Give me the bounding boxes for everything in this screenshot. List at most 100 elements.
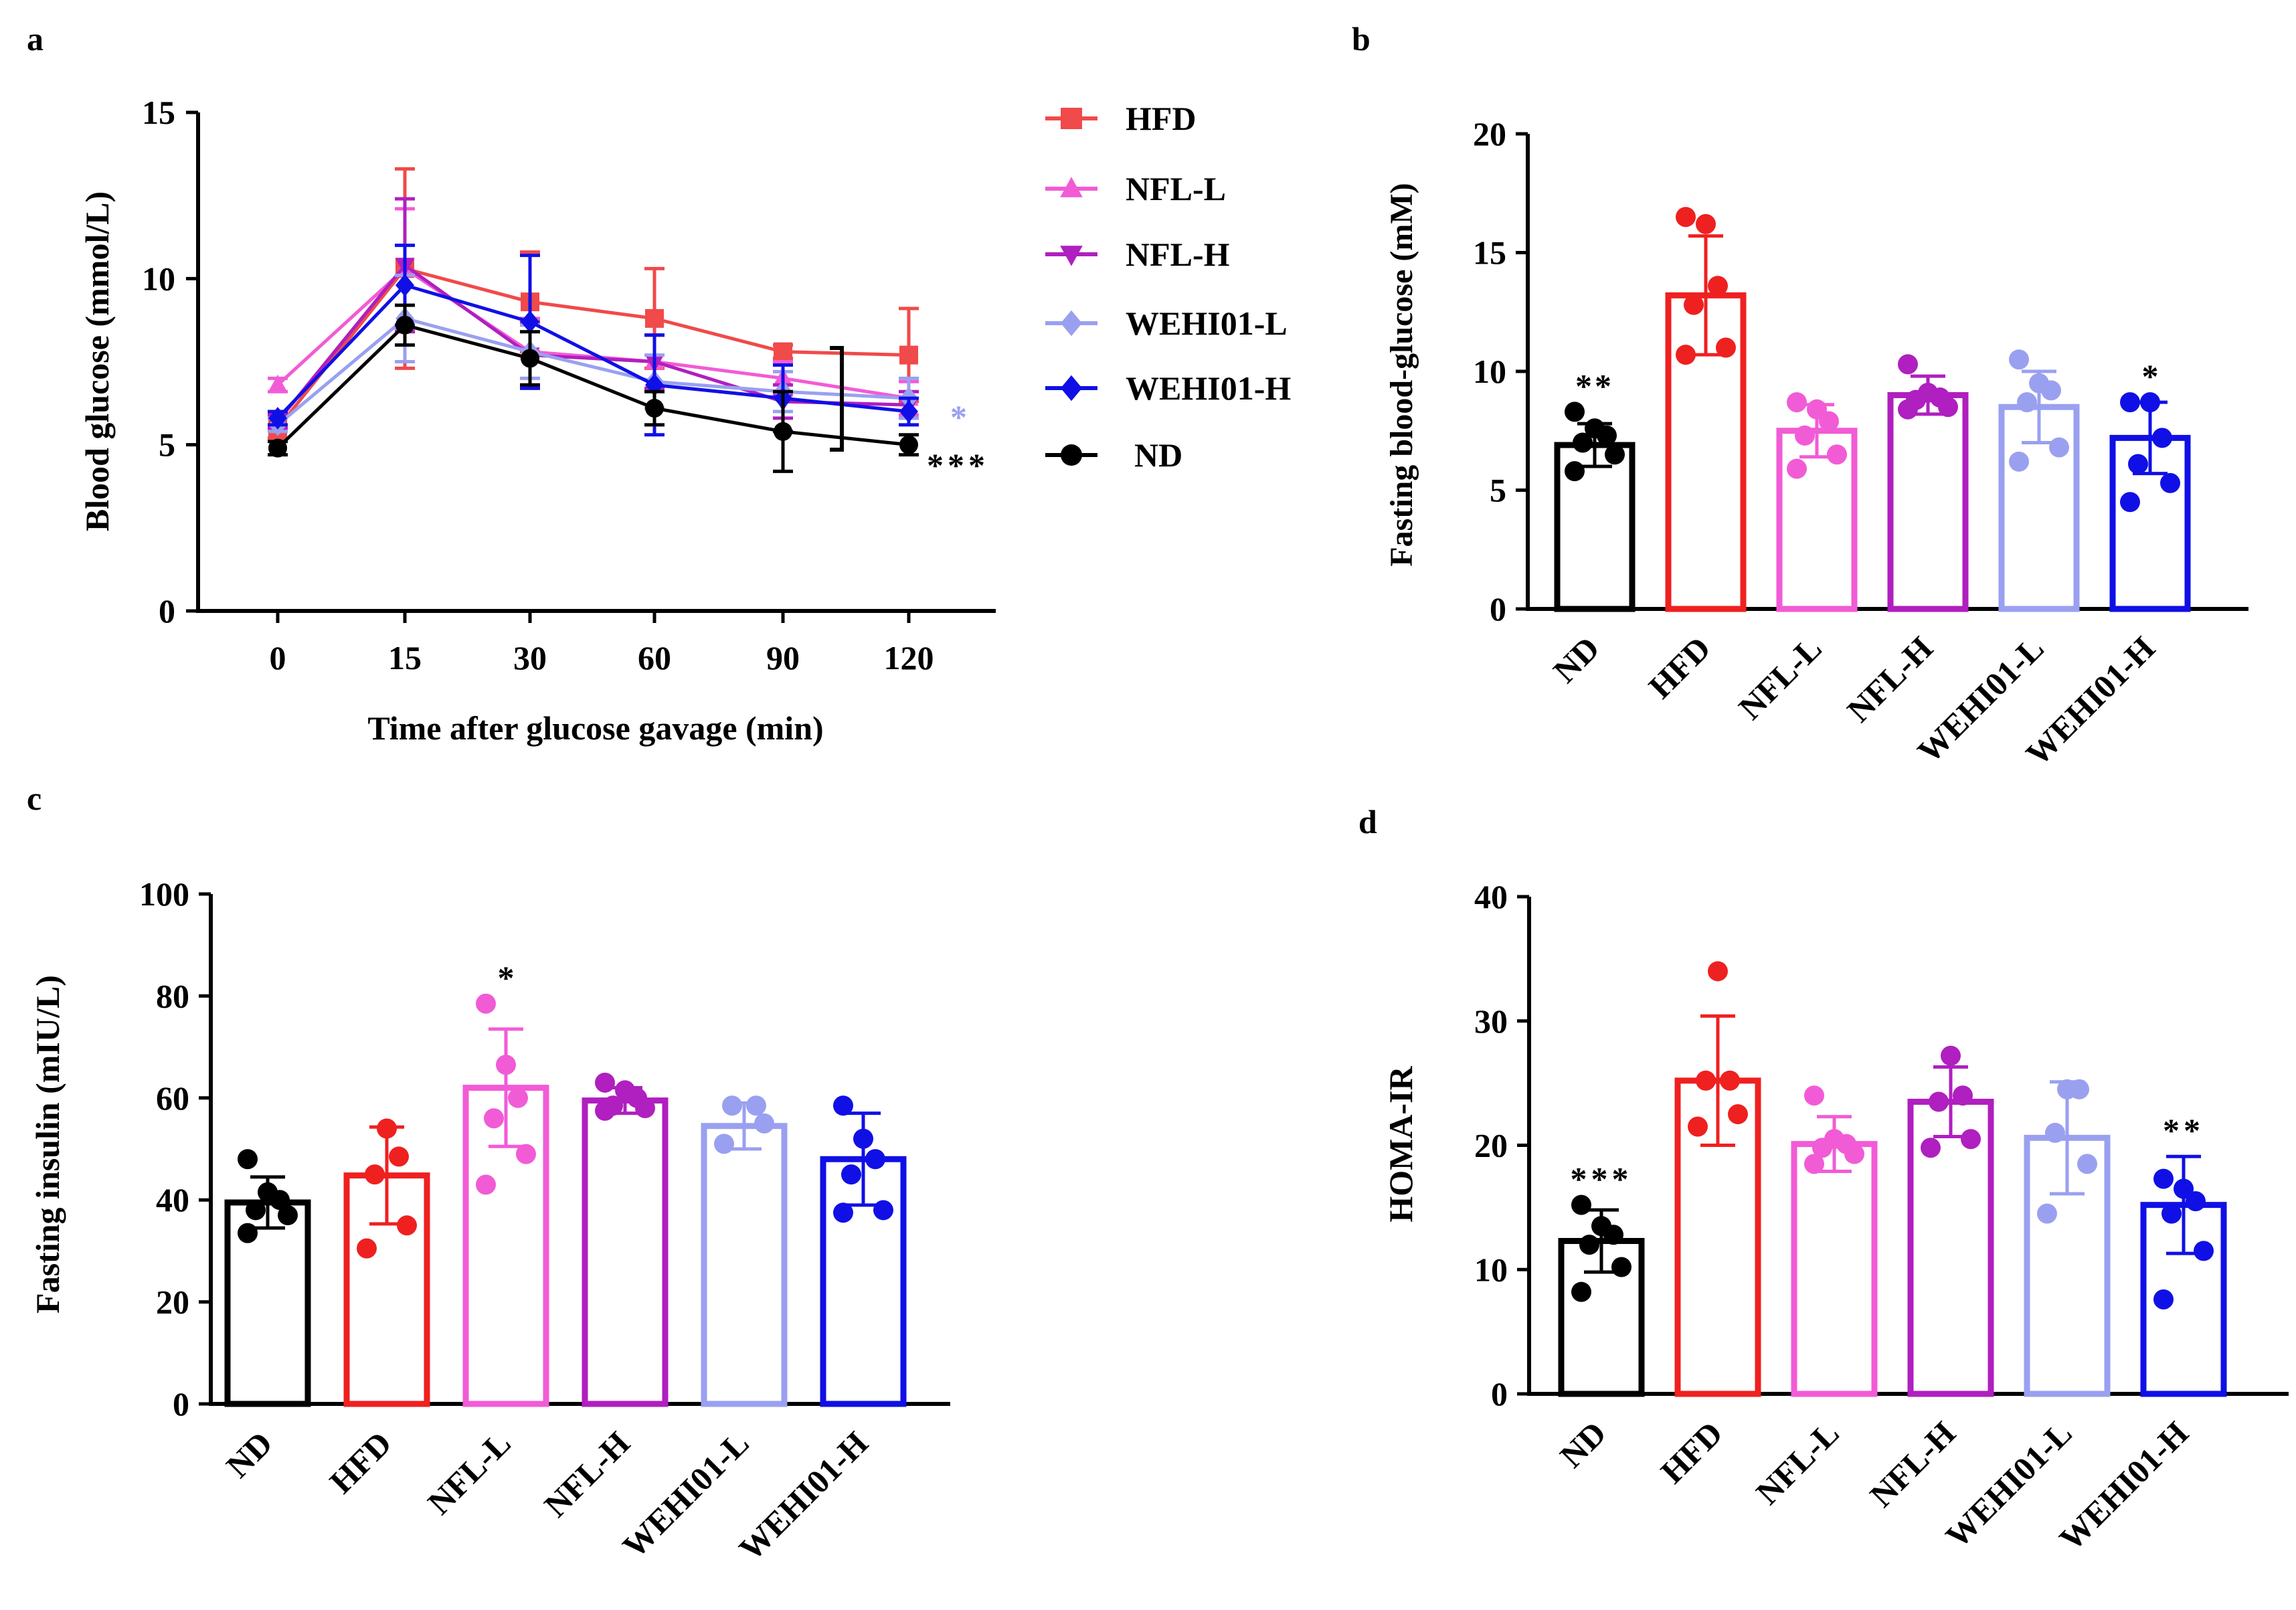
data-point (2186, 1191, 2206, 1212)
data-point-wehi01-h (395, 274, 414, 297)
category-label-hfd: HFD (323, 1424, 399, 1500)
data-point (865, 1149, 885, 1170)
data-point (238, 1223, 258, 1243)
data-point (476, 993, 496, 1014)
panel-a-x-axis-label: Time after glucose gavage (min) (367, 709, 823, 747)
category-label-nfl-l: NFL-L (420, 1424, 518, 1522)
data-point (397, 1215, 417, 1236)
panel-d-y-axis-label: HOMA-IR (1382, 1065, 1419, 1222)
category-label-nfl-h: NFL-H (1862, 1414, 1963, 1514)
series-line-nfl-l (276, 266, 909, 400)
data-point (476, 1174, 496, 1195)
y-tick-label: 5 (159, 426, 175, 464)
x-tick-label: 60 (638, 639, 671, 677)
bar-group-wehi01-h (2109, 392, 2191, 612)
y-tick-label: 10 (1474, 1251, 1508, 1288)
panel-a-series (268, 167, 919, 473)
data-point-wehi01-h (899, 400, 918, 423)
panel-d-annotation-nd: *** (1571, 1160, 1633, 1198)
category-label-wehi01-h: WEHI01-H (731, 1424, 875, 1568)
data-point (516, 1144, 536, 1164)
data-point (1591, 1216, 1611, 1237)
data-point (1795, 425, 1815, 446)
data-point (754, 1113, 774, 1134)
panel-c-annotation-nfl-l: * (498, 959, 515, 996)
data-point-wehi01-h (521, 310, 539, 333)
category-label-nfl-h: NFL-H (1840, 629, 1940, 729)
bar-group-nfl-l (1791, 1085, 1878, 1397)
bar-wehi01-l (701, 1123, 788, 1407)
panel-label-c: c (27, 780, 41, 817)
data-point (1804, 1085, 1824, 1106)
y-tick-label: 10 (1473, 353, 1506, 390)
panel-b-bars (1554, 207, 2191, 612)
legend-item-nfl-l: NFL-L (1045, 170, 1226, 207)
y-tick-label: 60 (156, 1079, 189, 1117)
data-point (1676, 207, 1696, 228)
series-line-wehi01-h (276, 283, 909, 420)
category-label-hfd: HFD (1654, 1414, 1730, 1490)
bar-group-nd (1554, 401, 1636, 612)
data-point (1918, 382, 1938, 403)
data-point-hfd (899, 345, 918, 365)
data-point (873, 1200, 893, 1221)
legend-label: HFD (1126, 100, 1197, 137)
data-point (258, 1182, 278, 1202)
panel-a-annotation-nd: *** (927, 446, 989, 484)
data-point-nd (395, 315, 414, 335)
series-line-nd (276, 323, 909, 450)
bar-nfl-h (1887, 392, 1969, 612)
data-point-nd (268, 438, 287, 458)
data-point (2120, 392, 2140, 413)
bar-group-nfl-l (1776, 392, 1858, 612)
data-point (1676, 345, 1696, 365)
panel-c-y-axis-label: Fasting insulin (mIU/L) (29, 975, 66, 1314)
panel-a: a Blood glucose (mmol/L) Time after gluc… (27, 20, 1291, 747)
data-point (603, 1095, 623, 1116)
bar-group-wehi01-h (820, 1095, 907, 1407)
series-nfl-h (268, 197, 919, 432)
legend-swatch-marker (1060, 246, 1083, 266)
legend-item-wehi01-h: WEHI01-H (1045, 369, 1291, 407)
data-point (377, 1118, 397, 1139)
data-point (1929, 1091, 1949, 1112)
data-point (1716, 337, 1736, 358)
x-tick-label: 0 (270, 639, 286, 677)
data-point (1807, 399, 1827, 420)
bar-group-nd (1558, 1194, 1645, 1397)
data-point (1898, 354, 1918, 375)
data-point (714, 1134, 734, 1154)
x-tick-label: 15 (388, 639, 422, 677)
legend-label: WEHI01-L (1126, 304, 1288, 342)
data-point (2009, 451, 2029, 472)
bar-group-nfl-h (1887, 354, 1969, 612)
panel-label-a: a (27, 20, 43, 58)
panel-c-bars (224, 993, 907, 1407)
category-label-nd: ND (219, 1424, 280, 1485)
data-point (1696, 213, 1716, 234)
data-point (357, 1238, 377, 1259)
panel-c-y-ticks: 0 20 40 60 80 100 (139, 875, 211, 1423)
data-point (1688, 1116, 1708, 1137)
data-point (278, 1205, 298, 1226)
data-point (2017, 392, 2037, 413)
legend-swatch-marker (1060, 177, 1083, 197)
legend-item-nd: ND (1045, 436, 1182, 474)
data-point (2152, 428, 2172, 448)
data-point (2160, 472, 2180, 493)
data-point (853, 1128, 873, 1149)
y-tick-label: 30 (1474, 1002, 1508, 1040)
data-point-nd (645, 399, 664, 418)
category-label-nfl-l: NFL-L (1731, 629, 1829, 727)
y-tick-label: 0 (159, 592, 175, 630)
data-point (833, 1095, 853, 1116)
legend-swatch-marker (1061, 108, 1082, 129)
data-point (2009, 349, 2029, 370)
panel-a-significance-bracket (830, 346, 844, 452)
panel-b-annotation-wehi01-h: * (2142, 357, 2159, 395)
